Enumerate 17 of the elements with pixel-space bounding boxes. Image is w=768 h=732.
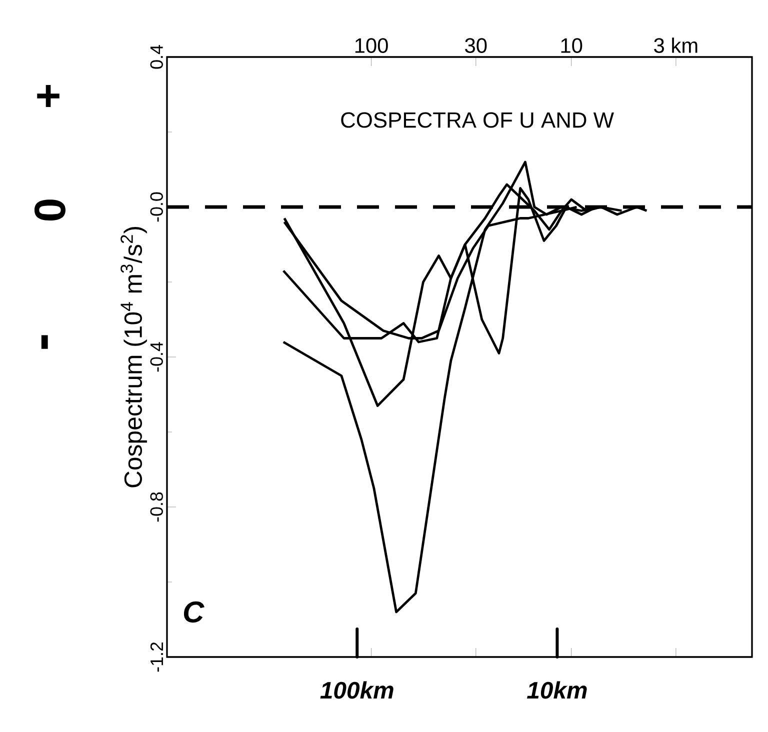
x-tick-label: 3 km bbox=[654, 38, 698, 53]
y-tick-label: -1.2 bbox=[150, 642, 163, 672]
x-tick-label: 10 bbox=[561, 38, 582, 53]
text: 100km bbox=[320, 681, 394, 699]
text: COSPECTRA OF U AND W bbox=[341, 112, 614, 128]
y-tick-label: 0.4 bbox=[150, 45, 163, 69]
y-axis-title: Cospectrum (10$^{4}$ m$^{3}$/s$^{2}$) bbox=[120, 226, 147, 488]
y-tick-label: -0.4 bbox=[150, 342, 163, 372]
x-tick-label: 100 bbox=[355, 38, 388, 53]
text: 0 bbox=[34, 200, 66, 220]
x-tick-label: 30 bbox=[465, 38, 487, 53]
y-tick-label: -0.0 bbox=[150, 192, 163, 222]
annotation: C bbox=[184, 601, 204, 623]
text: 10km bbox=[527, 681, 587, 699]
text: - bbox=[41, 335, 48, 349]
y-tick-label: -0.8 bbox=[150, 492, 163, 522]
text: + bbox=[37, 84, 60, 107]
